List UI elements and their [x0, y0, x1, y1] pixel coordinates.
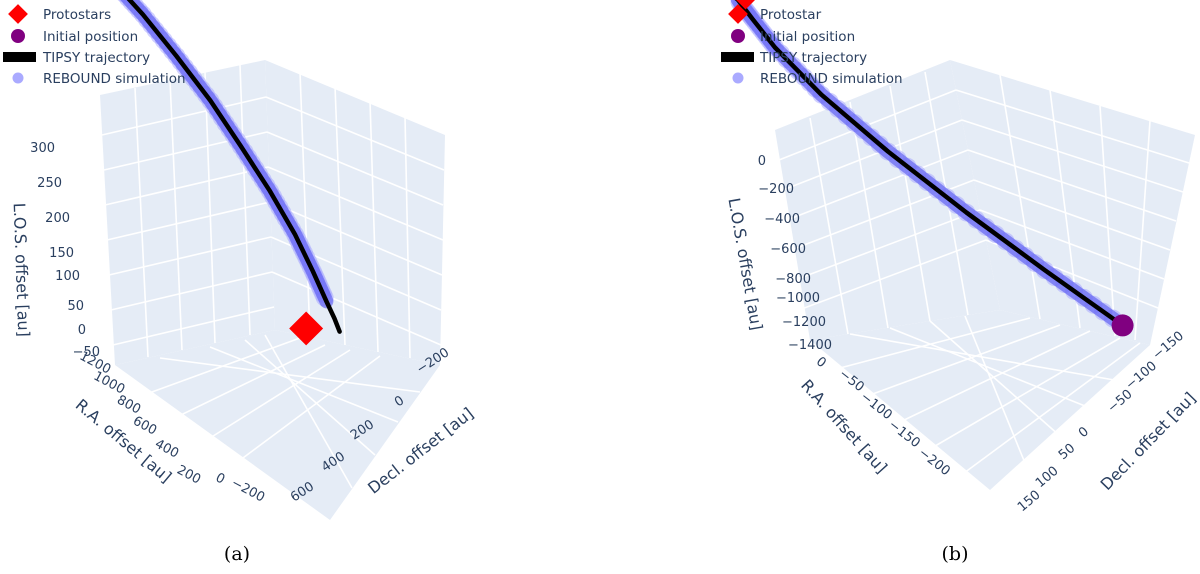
y-tick-label: 100	[1033, 464, 1062, 491]
legend-tipsy-line	[3, 52, 36, 62]
panel-b-scene: 0 −200 −400 −600 −800 −1000 −1200 −1400 …	[721, 0, 1199, 565]
panel-b-grid	[778, 71, 1190, 477]
z-tick-label: −200	[758, 182, 794, 197]
protostar-marker	[289, 311, 324, 346]
legend-label-initial-position: Initial position	[43, 29, 138, 45]
legend-protostars-diamond	[8, 4, 28, 24]
legend-rebound-dot	[732, 72, 744, 84]
panel-b-wall-left	[775, 60, 1000, 340]
panel-b-caption: (b)	[942, 543, 969, 565]
legend-rebound-dot	[12, 72, 24, 84]
z-tick-label: −1400	[788, 338, 832, 353]
z-tick-label: 250	[37, 176, 62, 191]
legend-label-rebound: REBOUND simulation	[760, 71, 903, 87]
z-tick-label: 0	[758, 154, 766, 169]
y-tick-label: 150	[1015, 488, 1044, 515]
legend-label-rebound: REBOUND simulation	[43, 71, 186, 87]
z-tick-label: −800	[775, 272, 811, 287]
z-tick-label: 0	[78, 323, 86, 338]
z-tick-label: −50	[73, 345, 100, 360]
legend-label-tipsy: TIPSY trajectory	[759, 50, 867, 66]
z-tick-label: −1000	[776, 291, 820, 306]
panel-b-z-tick-labels: 0 −200 −400 −600 −800 −1000 −1200 −1400	[758, 154, 832, 353]
z-tick-label: 100	[55, 269, 80, 284]
x-tick-label: 0	[813, 354, 829, 371]
z-tick-label: 150	[49, 246, 74, 261]
initial-position-marker	[1111, 314, 1134, 337]
z-tick-label: 200	[45, 211, 70, 226]
legend-tipsy-line	[721, 52, 754, 62]
panel-b-floor	[810, 310, 1150, 490]
y-tick-label: 50	[1056, 441, 1078, 463]
x-tick-label: 200	[174, 463, 203, 488]
panel-a-grid	[101, 64, 445, 491]
legend-initial-position-dot	[11, 29, 25, 43]
tipsy-trajectory-line	[126, 0, 342, 334]
legend-label-protostars: Protostars	[43, 7, 111, 23]
z-tick-label: −1200	[782, 315, 826, 330]
panel-a-z-axis-title: L.O.S. offset [au]	[10, 202, 34, 337]
panel-b-wall-right	[950, 60, 1195, 345]
legend-label-protostar: Protostar	[760, 7, 822, 23]
x-tick-label: 0	[213, 470, 227, 487]
panel-a-floor	[115, 330, 440, 520]
z-tick-label: −400	[764, 212, 800, 227]
panel-a-caption: (a)	[224, 543, 250, 565]
panel-b-plot-layer	[728, 0, 1134, 337]
x-tick-label: −200	[229, 476, 268, 506]
tipsy-trajectory-line	[734, 0, 1125, 328]
y-tick-label: −150	[1150, 329, 1187, 363]
legend-label-tipsy: TIPSY trajectory	[42, 50, 150, 66]
y-tick-label: 0	[1076, 424, 1092, 441]
panel-b-z-axis-title: L.O.S. offset [au]	[724, 196, 766, 331]
z-tick-label: −600	[770, 242, 806, 257]
panel-a-plot-layer	[117, 0, 342, 346]
panel-a-z-tick-labels: 300 250 200 150 100 50 0 −50	[30, 141, 100, 360]
panel-b-legend: Protostar Initial position TIPSY traject…	[721, 4, 903, 87]
z-tick-label: 300	[30, 141, 55, 156]
x-tick-label: 600	[130, 414, 159, 439]
legend-initial-position-dot	[731, 29, 745, 43]
z-tick-label: 50	[67, 299, 84, 314]
legend-label-initial-position: Initial position	[760, 29, 855, 45]
panel-a-scene: 300 250 200 150 100 50 0 −50 1200 1000 8…	[3, 0, 477, 565]
panel-a-legend: Protostars Initial position TIPSY trajec…	[3, 4, 186, 87]
